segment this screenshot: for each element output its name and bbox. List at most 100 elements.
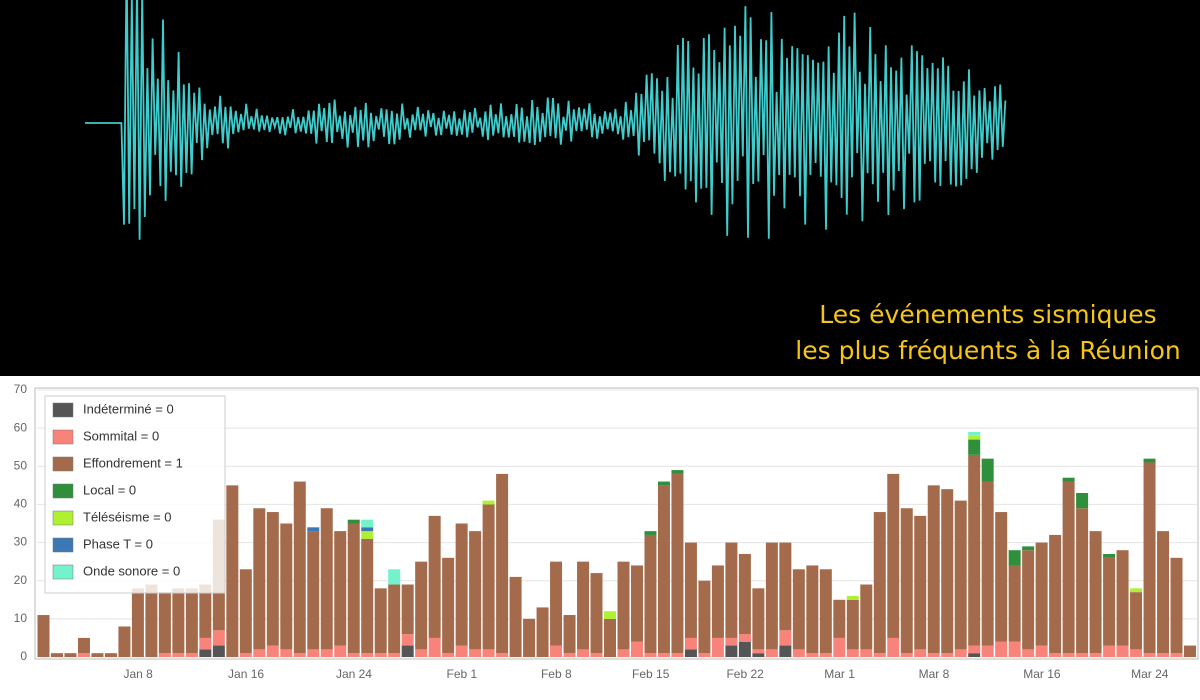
bar-segment — [1103, 645, 1116, 657]
bar-segment — [927, 485, 940, 654]
bar-segment — [1062, 653, 1075, 657]
bar-segment — [833, 637, 846, 657]
bar-segment — [509, 576, 522, 657]
bar-segment — [374, 653, 387, 657]
bar-segment — [77, 653, 90, 657]
bar-segment — [1116, 550, 1129, 646]
x-tick-label: Feb 15 — [632, 667, 670, 681]
legend-label: Phase T = 0 — [83, 536, 153, 551]
y-tick-label: 10 — [14, 611, 28, 625]
bar-segment — [1143, 458, 1156, 463]
bar-segment — [887, 473, 900, 638]
bar-segment — [1076, 653, 1089, 657]
bar-segment — [320, 649, 333, 657]
x-tick-label: Feb 22 — [726, 667, 764, 681]
bar-segment — [1062, 477, 1075, 482]
bar-segment — [995, 512, 1008, 642]
bar-segment — [334, 531, 347, 646]
bar-segment — [819, 569, 832, 654]
bar-segment — [792, 569, 805, 650]
bar-segment — [496, 653, 509, 657]
bar-segment — [266, 645, 279, 657]
bar-segment — [927, 653, 940, 657]
bar-segment — [590, 653, 603, 657]
legend-swatch — [52, 456, 74, 472]
bar-segment — [860, 649, 873, 657]
bar-segment — [1035, 645, 1048, 657]
y-tick-label: 60 — [14, 420, 28, 434]
legend-swatch — [52, 537, 74, 553]
bar-segment — [388, 569, 401, 585]
bar-segment — [1008, 565, 1021, 642]
bar-segment — [1116, 645, 1129, 657]
bar-segment — [185, 588, 198, 654]
bar-segment — [765, 542, 778, 650]
bar-segment — [604, 618, 616, 657]
legend-swatch — [52, 402, 74, 418]
bar-segment — [118, 626, 131, 657]
bar-segment — [64, 653, 77, 657]
bar-segment — [738, 634, 751, 642]
bar-segment — [846, 649, 859, 657]
bar-segment — [657, 485, 670, 654]
bar-segment — [442, 557, 455, 654]
bar-segment — [968, 653, 981, 657]
bar-segment — [725, 637, 738, 646]
bar-segment — [900, 508, 913, 654]
bar-segment — [846, 595, 859, 600]
bar-segment — [91, 653, 104, 657]
bar-segment — [536, 607, 549, 657]
bar-segment — [711, 565, 724, 638]
bar-segment — [981, 481, 994, 646]
bar-segment — [738, 641, 751, 657]
bar-segment — [172, 588, 185, 654]
bar-segment — [968, 454, 981, 646]
seismogram-trace — [85, 0, 1007, 240]
bar-segment — [550, 645, 563, 657]
x-tick-label: Mar 8 — [919, 667, 950, 681]
bar-segment — [684, 542, 697, 638]
bar-segment — [1103, 554, 1116, 558]
bar-segment — [253, 508, 266, 650]
bar-segment — [307, 649, 320, 657]
bar-segment — [873, 512, 886, 654]
bar-segment — [131, 588, 144, 657]
bar-segment — [860, 584, 873, 650]
bar-segment — [1022, 649, 1035, 657]
bar-segment — [806, 565, 819, 654]
bar-segment — [846, 599, 859, 650]
bar-segment — [833, 599, 846, 638]
bar-segment — [496, 473, 509, 654]
bar-segment — [469, 649, 482, 657]
bar-segment — [239, 569, 252, 654]
bar-segment — [819, 653, 832, 657]
bar-segment — [941, 489, 954, 654]
bar-segment — [482, 504, 495, 650]
bar-segment — [361, 538, 374, 654]
bar-segment — [779, 542, 792, 631]
bar-segment — [1103, 557, 1116, 646]
bar-segment — [266, 512, 279, 646]
bar-segment — [725, 645, 738, 657]
bar-segment — [968, 431, 981, 436]
bar-segment — [954, 649, 967, 657]
bar-segment — [185, 653, 198, 657]
legend-box — [44, 395, 226, 594]
legend-label: Local = 0 — [83, 482, 136, 497]
bar-segment — [1022, 550, 1035, 650]
bar-segment — [644, 531, 657, 535]
bar-segment — [428, 637, 441, 657]
bar-segment — [900, 653, 913, 657]
bar-segment — [779, 630, 792, 646]
bar-segment — [415, 561, 428, 650]
bar-segment — [968, 645, 981, 654]
bar-segment — [630, 565, 643, 642]
bar-segment — [482, 649, 495, 657]
bar-segment — [280, 523, 293, 650]
bar-segment — [1022, 546, 1035, 551]
bar-segment — [307, 531, 320, 650]
legend-swatch — [52, 564, 74, 580]
bar-segment — [280, 649, 293, 657]
bar-segment — [1130, 649, 1143, 657]
bar-segment — [212, 645, 225, 657]
